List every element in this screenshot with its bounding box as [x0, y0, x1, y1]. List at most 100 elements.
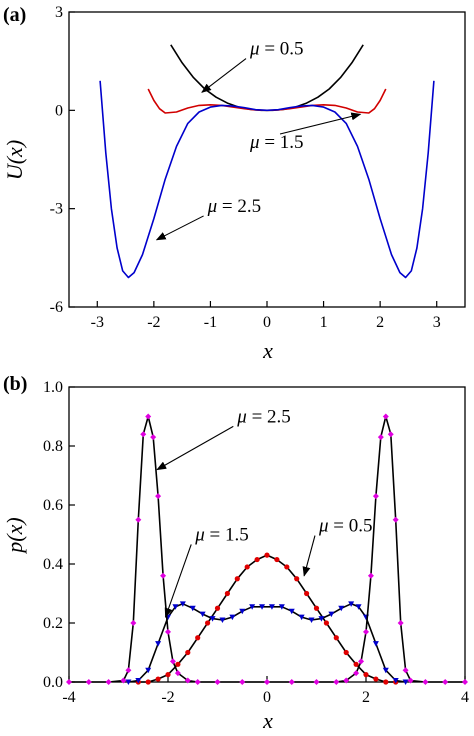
- y-tick-label: 1.0: [43, 379, 63, 396]
- data-point: [367, 572, 374, 579]
- y-tick-label: 0.2: [43, 615, 63, 632]
- data-point: [313, 679, 320, 685]
- x-tick-label: 0: [263, 689, 271, 706]
- x-tick-label: -4: [62, 689, 75, 706]
- data-point: [373, 676, 379, 682]
- data-point: [135, 678, 142, 684]
- x-tick-label: 3: [433, 314, 441, 331]
- data-point: [194, 679, 201, 685]
- data-point: [229, 614, 236, 621]
- data-point: [392, 678, 399, 684]
- data-point: [155, 641, 162, 647]
- data-point: [353, 670, 360, 677]
- data-point: [278, 604, 285, 610]
- panel-a: (a) x U(x) -3 -2 -1 0 1 2 3 -6-303 μ = 0.5μ = …: [2, 4, 466, 363]
- panel-a-label: (a): [3, 4, 26, 26]
- data-point: [189, 605, 196, 612]
- series-line-3: [69, 415, 465, 683]
- panel-b-label: (b): [3, 373, 27, 395]
- data-point: [387, 431, 394, 438]
- panel-b: (b) x p(x) -4 -2 0 2 4 0.0 0.2 0.4 0.6 0.8 1.0 μ …: [2, 373, 469, 733]
- data-point: [333, 635, 339, 641]
- data-point: [184, 677, 191, 684]
- data-point: [372, 641, 379, 647]
- data-point: [343, 649, 349, 656]
- data-point: [407, 677, 414, 684]
- panel-b-y-ticks: 0.0 0.2 0.4 0.6 0.8 1.0: [43, 379, 75, 691]
- data-point: [150, 434, 157, 441]
- annotation-label: μ = 2.5: [236, 406, 291, 427]
- x-tick-label: -2: [147, 314, 160, 331]
- y-tick-label: -6: [50, 299, 63, 316]
- data-point: [130, 620, 137, 626]
- x-tick-label: 2: [362, 689, 370, 706]
- annotation-arrow: [302, 535, 316, 577]
- data-point: [120, 677, 127, 684]
- data-point: [234, 576, 240, 582]
- data-point: [249, 604, 256, 610]
- data-point: [264, 552, 270, 558]
- data-point: [175, 661, 181, 667]
- data-point: [125, 679, 132, 685]
- data-point: [284, 564, 290, 570]
- panel-b-annotations: μ = 2.5 μ = 1.5 μ = 0.5: [156, 406, 373, 619]
- data-point: [268, 604, 275, 610]
- x-tick-label: -3: [91, 314, 104, 331]
- data-point: [172, 604, 179, 610]
- data-point: [318, 616, 325, 622]
- data-point: [145, 667, 152, 674]
- data-point: [264, 679, 270, 685]
- data-point: [348, 601, 355, 607]
- data-point: [288, 679, 295, 685]
- data-point: [355, 604, 362, 610]
- y-tick-label: 0.0: [43, 674, 63, 691]
- y-tick-label: 0.8: [43, 438, 63, 455]
- data-point: [239, 679, 246, 685]
- data-point: [402, 679, 409, 685]
- panel-b-frame: [68, 386, 466, 683]
- data-point: [224, 590, 230, 597]
- data-point: [179, 601, 186, 607]
- data-point: [363, 628, 369, 635]
- series-line-3: [99, 80, 435, 279]
- data-point: [105, 679, 112, 685]
- data-point: [382, 413, 389, 420]
- data-point: [397, 620, 404, 626]
- data-point: [174, 670, 181, 677]
- y-tick-label: 0.6: [43, 497, 63, 514]
- data-point: [244, 564, 250, 570]
- data-point: [294, 576, 300, 582]
- panel-a-xlabel: x: [262, 338, 273, 363]
- annotation-label: μ = 0.5: [318, 516, 373, 537]
- data-point: [323, 620, 329, 626]
- x-tick-label: -2: [161, 689, 174, 706]
- data-point: [343, 677, 350, 684]
- data-point: [125, 667, 132, 674]
- annotation-arrow: [156, 425, 234, 471]
- data-point: [333, 679, 340, 685]
- data-point: [288, 608, 295, 615]
- data-point: [160, 572, 167, 579]
- data-point: [402, 667, 409, 674]
- data-point: [259, 604, 266, 610]
- data-point: [145, 679, 151, 685]
- data-point: [377, 434, 384, 441]
- annotation-label: μ = 2.5: [207, 196, 262, 217]
- annotation-arrow: [155, 215, 204, 241]
- data-point: [140, 431, 147, 438]
- panel-a-annotations: μ = 0.5 μ = 1.5 μ = 2.5: [155, 39, 362, 241]
- y-tick-label: -3: [50, 201, 63, 218]
- x-tick-label: 2: [376, 314, 384, 331]
- data-point: [462, 679, 468, 685]
- data-point: [165, 672, 171, 678]
- panel-a-y-ticks: -6 -3 0 3: [50, 4, 75, 316]
- x-tick-label: 0: [263, 314, 271, 331]
- series-line-2: [128, 602, 406, 683]
- data-point: [199, 611, 206, 618]
- data-point: [155, 676, 161, 682]
- annotation-arrow: [279, 112, 362, 135]
- data-point: [66, 679, 72, 685]
- annotation-label: μ = 1.5: [194, 524, 249, 545]
- y-tick-label: 0: [55, 102, 63, 119]
- data-point: [155, 493, 162, 500]
